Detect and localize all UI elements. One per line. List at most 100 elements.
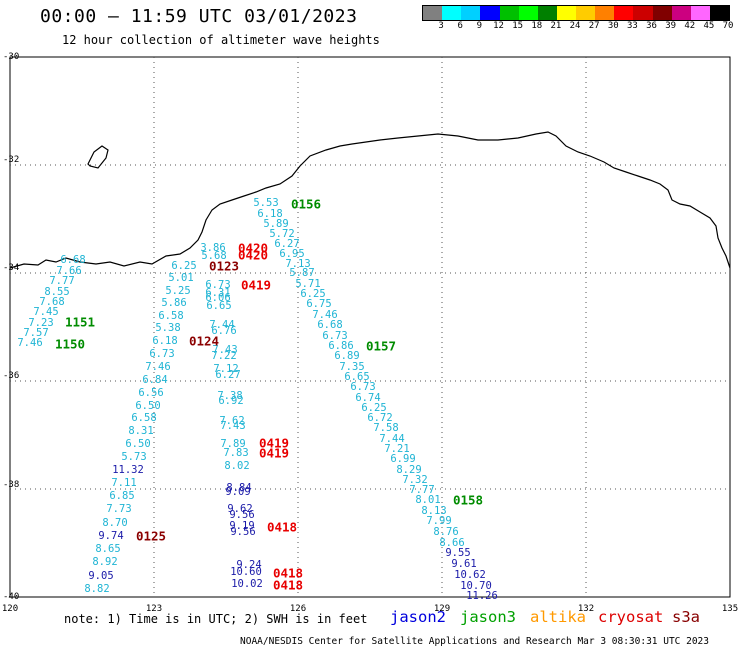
swh-value: 7.58 (373, 421, 399, 434)
swh-value: 7.43 (212, 343, 238, 356)
swh-value: 10.70 (460, 579, 492, 592)
swh-value: 7.46 (145, 360, 171, 373)
credit-line: NOAA/NESDIS Center for Satellite Applica… (240, 636, 709, 647)
swh-value: 3.86 (200, 241, 226, 254)
swh-value: 6.76 (211, 324, 237, 337)
swh-value: 5.68 (201, 249, 227, 262)
swh-value: 6.84 (142, 373, 168, 386)
swh-value: 7.99 (426, 514, 452, 527)
legend-label: 3 (438, 21, 444, 31)
map-frame (9, 56, 731, 598)
longitude-label: 129 (433, 604, 451, 614)
legend-swatch (423, 6, 443, 20)
longitude-label: 123 (145, 604, 163, 614)
swh-value: 8.76 (433, 525, 459, 538)
legend-swatch (595, 6, 615, 20)
swh-value: 6.18 (152, 334, 178, 347)
swh-value: 8.55 (44, 285, 70, 298)
swh-value: 7.57 (23, 326, 49, 339)
legend-label: 6 (457, 21, 463, 31)
swh-value: 6.89 (334, 349, 360, 362)
swh-value: 5.87 (289, 266, 315, 279)
footnote: note: 1) Time is in UTC; 2) SWH is in fe… (64, 612, 368, 626)
swh-value: 7.66 (56, 264, 82, 277)
satellite-legend-jason3: jason3 (460, 608, 516, 626)
legend-label: 27 (588, 21, 600, 31)
swh-value: 6.99 (390, 452, 416, 465)
swh-value: 7.11 (111, 476, 137, 489)
legend-label: 70 (722, 21, 734, 31)
legend-swatch (537, 6, 557, 20)
swh-value: 8.70 (102, 516, 128, 529)
legend-label: 15 (512, 21, 524, 31)
swh-value: 7.77 (409, 483, 435, 496)
swh-value: 8.13 (421, 504, 447, 517)
latitude-label: -30 (3, 52, 20, 62)
swh-value: 9.05 (88, 569, 114, 582)
swh-value: 5.72 (269, 227, 295, 240)
swh-value: 7.73 (106, 502, 132, 515)
swh-value: 6.73 (350, 380, 376, 393)
pass-time-label: 0419 (258, 435, 290, 451)
swh-value: 6.72 (367, 411, 393, 424)
swh-value: 7.22 (211, 349, 237, 362)
swh-value: 8.82 (84, 582, 110, 595)
pass-time-label: 0125 (135, 528, 167, 544)
latitude-label: -32 (3, 155, 20, 165)
swh-value: 6.25 (171, 259, 197, 272)
satellite-legend-altika: altika (530, 608, 586, 626)
pass-time-label: 0123 (208, 258, 240, 274)
swh-value: 6.25 (361, 401, 387, 414)
legend-label: 24 (569, 21, 581, 31)
swh-value: 11.26 (466, 589, 498, 602)
swh-value: 10.60 (230, 565, 262, 578)
pass-time-label: 0420 (237, 240, 269, 256)
legend-label: 39 (665, 21, 677, 31)
legend-label: 12 (493, 21, 504, 31)
latitude-label: -36 (3, 371, 20, 381)
swh-value: 7.44 (379, 432, 405, 445)
longitude-label: 132 (577, 604, 595, 614)
swh-value: 9.74 (98, 529, 124, 542)
swh-value: 6.68 (317, 318, 343, 331)
pass-time-label: 0420 (237, 247, 269, 263)
swh-value: 8.29 (396, 463, 422, 476)
legend-label: 33 (626, 21, 638, 31)
swh-value: 7.89 (220, 437, 246, 450)
swh-value: 8.65 (95, 542, 121, 555)
swh-value: 6.27 (274, 237, 300, 250)
pass-time-label: 0158 (452, 492, 484, 508)
longitude-label: 135 (721, 604, 739, 614)
legend-label: 42 (684, 21, 696, 31)
swh-value: 6.68 (60, 253, 86, 266)
legend-label: 21 (550, 21, 562, 31)
pass-time-label: 1151 (64, 314, 96, 330)
pass-time-label: 1150 (54, 336, 86, 352)
swh-value: 5.25 (165, 284, 191, 297)
swh-value: 6.50 (125, 437, 151, 450)
swh-value: 7.62 (219, 414, 245, 427)
legend-swatch (518, 6, 538, 20)
swh-value: 5.86 (161, 296, 187, 309)
satellite-legend-jason2: jason2 (390, 608, 446, 626)
swh-value: 6.74 (355, 391, 381, 404)
legend-swatch (556, 6, 576, 20)
latitude-label: -34 (3, 263, 20, 273)
map-gridlines (10, 57, 730, 597)
satellite-legend-s3a: s3a (672, 608, 700, 626)
swh-value: 5.53 (253, 196, 279, 209)
swh-value: 7.23 (28, 316, 54, 329)
legend-label: 18 (531, 21, 543, 31)
legend-label: 9 (476, 21, 483, 31)
swh-value: 11.32 (112, 463, 144, 476)
swh-value: 7.43 (220, 419, 246, 432)
swh-value: 6.95 (279, 247, 305, 260)
swh-value: 6.06 (205, 291, 231, 304)
swh-value: 10.02 (231, 577, 263, 590)
wave-height-color-legend (422, 5, 730, 21)
swh-value: 6.31 (205, 286, 231, 299)
swh-value: 6.27 (215, 368, 241, 381)
swh-value: 5.01 (168, 271, 194, 284)
pass-time-label: 0418 (272, 565, 304, 581)
